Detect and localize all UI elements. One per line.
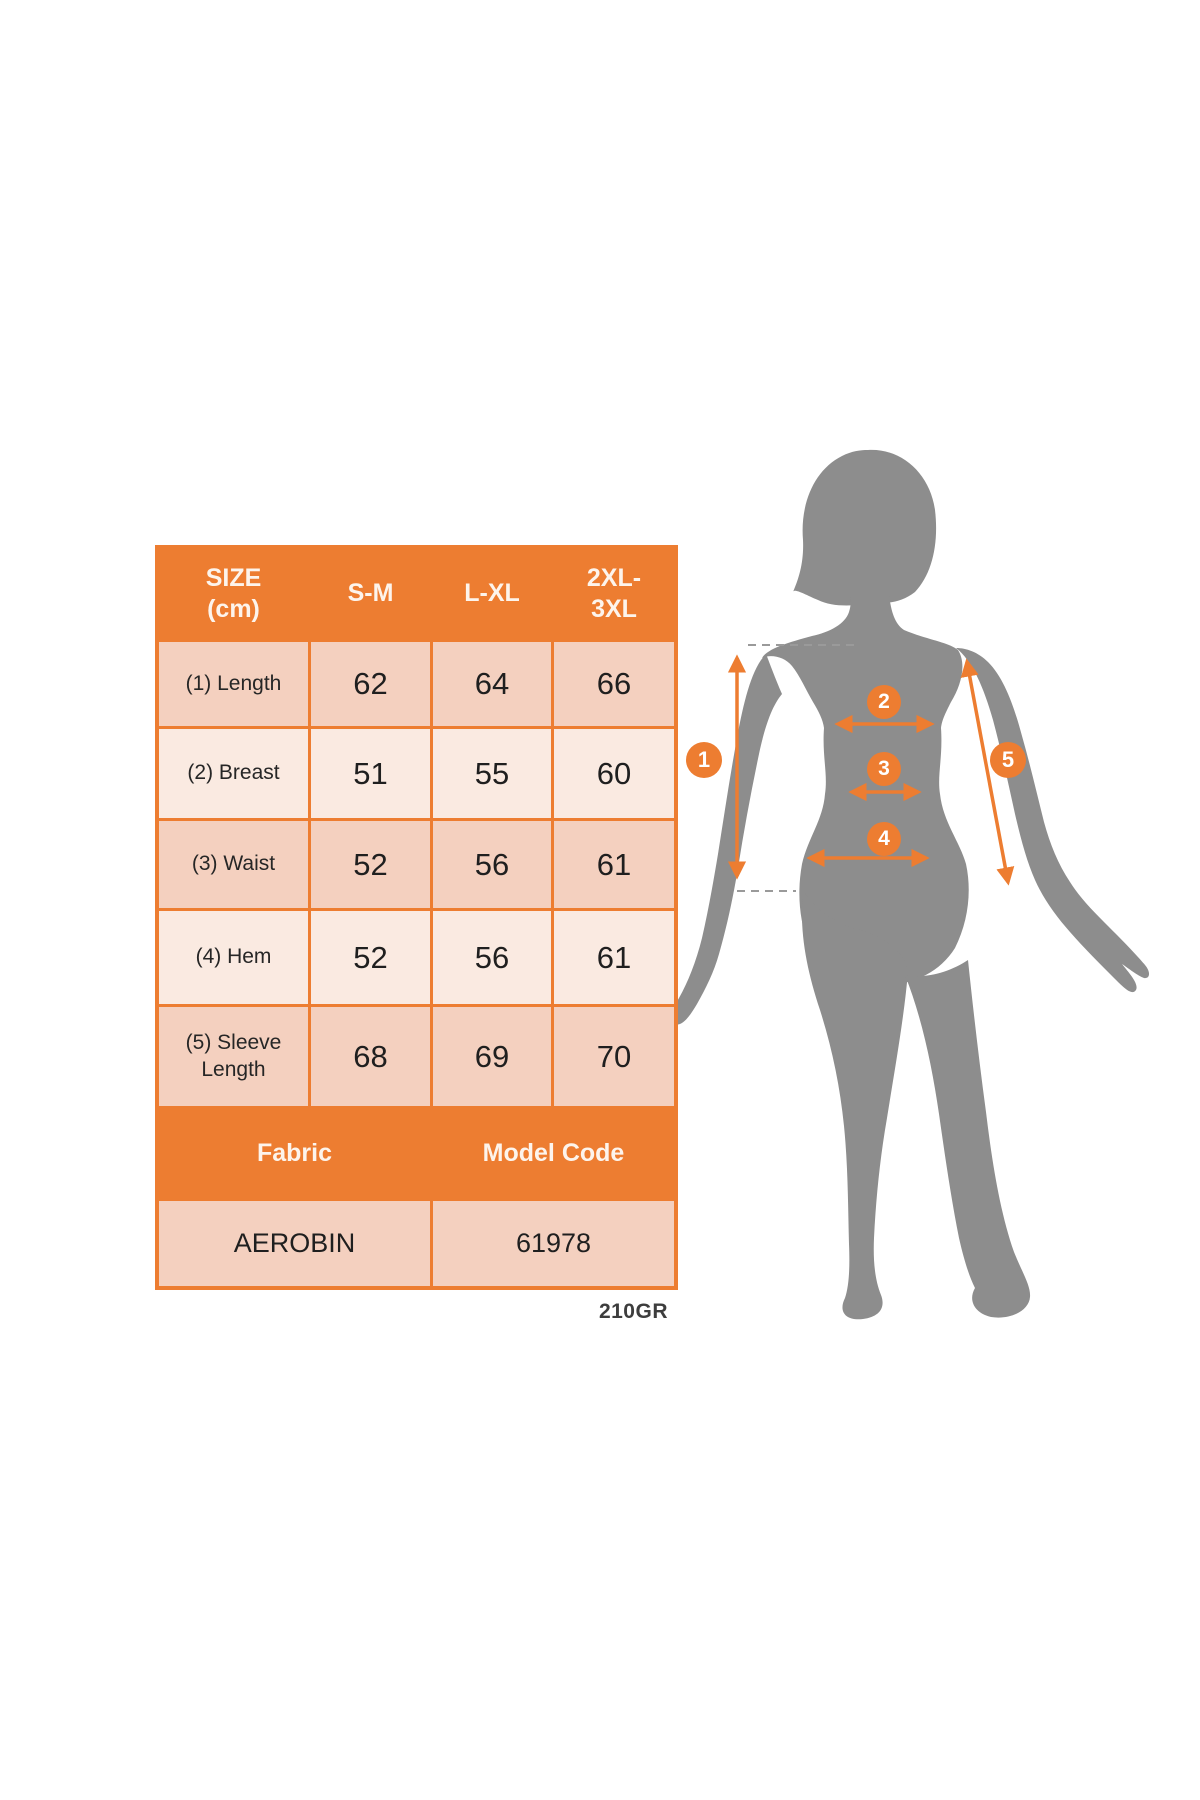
header-line: SIZE xyxy=(205,563,262,592)
header-line: 2XL- xyxy=(586,563,642,592)
size-table: SIZE (cm) S-M L-XL 2XL- 3XL (1) Length 6… xyxy=(155,545,678,1290)
column-header-2xl-3xl: 2XL- 3XL xyxy=(554,549,674,639)
measure-marker-4: 4 xyxy=(867,822,901,856)
measure-marker-2: 2 xyxy=(867,685,901,719)
row-label-sleeve-length: (5) Sleeve Length xyxy=(159,1007,308,1106)
measure-marker-5: 5 xyxy=(990,742,1026,778)
sleeve-l-xl: 69 xyxy=(433,1007,551,1106)
header-line: (cm) xyxy=(207,595,260,623)
row-label-length: (1) Length xyxy=(159,642,308,726)
column-header-l-xl: L-XL xyxy=(433,549,551,639)
header-line: 3XL xyxy=(591,595,637,623)
body-silhouette xyxy=(671,449,1150,1320)
sleeve-s-m: 68 xyxy=(311,1007,430,1106)
model-code-header: Model Code xyxy=(433,1109,674,1198)
length-2xl-3xl: 66 xyxy=(554,642,674,726)
model-code-value: 61978 xyxy=(433,1201,674,1286)
length-l-xl: 64 xyxy=(433,642,551,726)
row-label-breast: (2) Breast xyxy=(159,729,308,818)
column-header-size: SIZE (cm) xyxy=(159,549,308,639)
weight-note: 210GR xyxy=(598,1300,668,1323)
hem-l-xl: 56 xyxy=(433,911,551,1004)
sleeve-2xl-3xl: 70 xyxy=(554,1007,674,1106)
measure-marker-3: 3 xyxy=(867,752,901,786)
fabric-header: Fabric xyxy=(159,1109,430,1198)
breast-l-xl: 55 xyxy=(433,729,551,818)
breast-s-m: 51 xyxy=(311,729,430,818)
measure-marker-1: 1 xyxy=(686,742,722,778)
reference-dashed-lines xyxy=(737,644,856,892)
waist-2xl-3xl: 61 xyxy=(554,821,674,908)
hem-2xl-3xl: 61 xyxy=(554,911,674,1004)
sleeve-arrow xyxy=(960,658,1015,886)
column-header-s-m: S-M xyxy=(311,549,430,639)
hem-s-m: 52 xyxy=(311,911,430,1004)
breast-2xl-3xl: 60 xyxy=(554,729,674,818)
waist-l-xl: 56 xyxy=(433,821,551,908)
header-line: S-M xyxy=(347,579,394,608)
row-label-hem: (4) Hem xyxy=(159,911,308,1004)
length-s-m: 62 xyxy=(311,642,430,726)
header-line: L-XL xyxy=(464,579,520,608)
measurement-arrows xyxy=(727,654,1015,886)
fabric-value: AEROBIN xyxy=(159,1201,430,1286)
waist-s-m: 52 xyxy=(311,821,430,908)
row-label-waist: (3) Waist xyxy=(159,821,308,908)
